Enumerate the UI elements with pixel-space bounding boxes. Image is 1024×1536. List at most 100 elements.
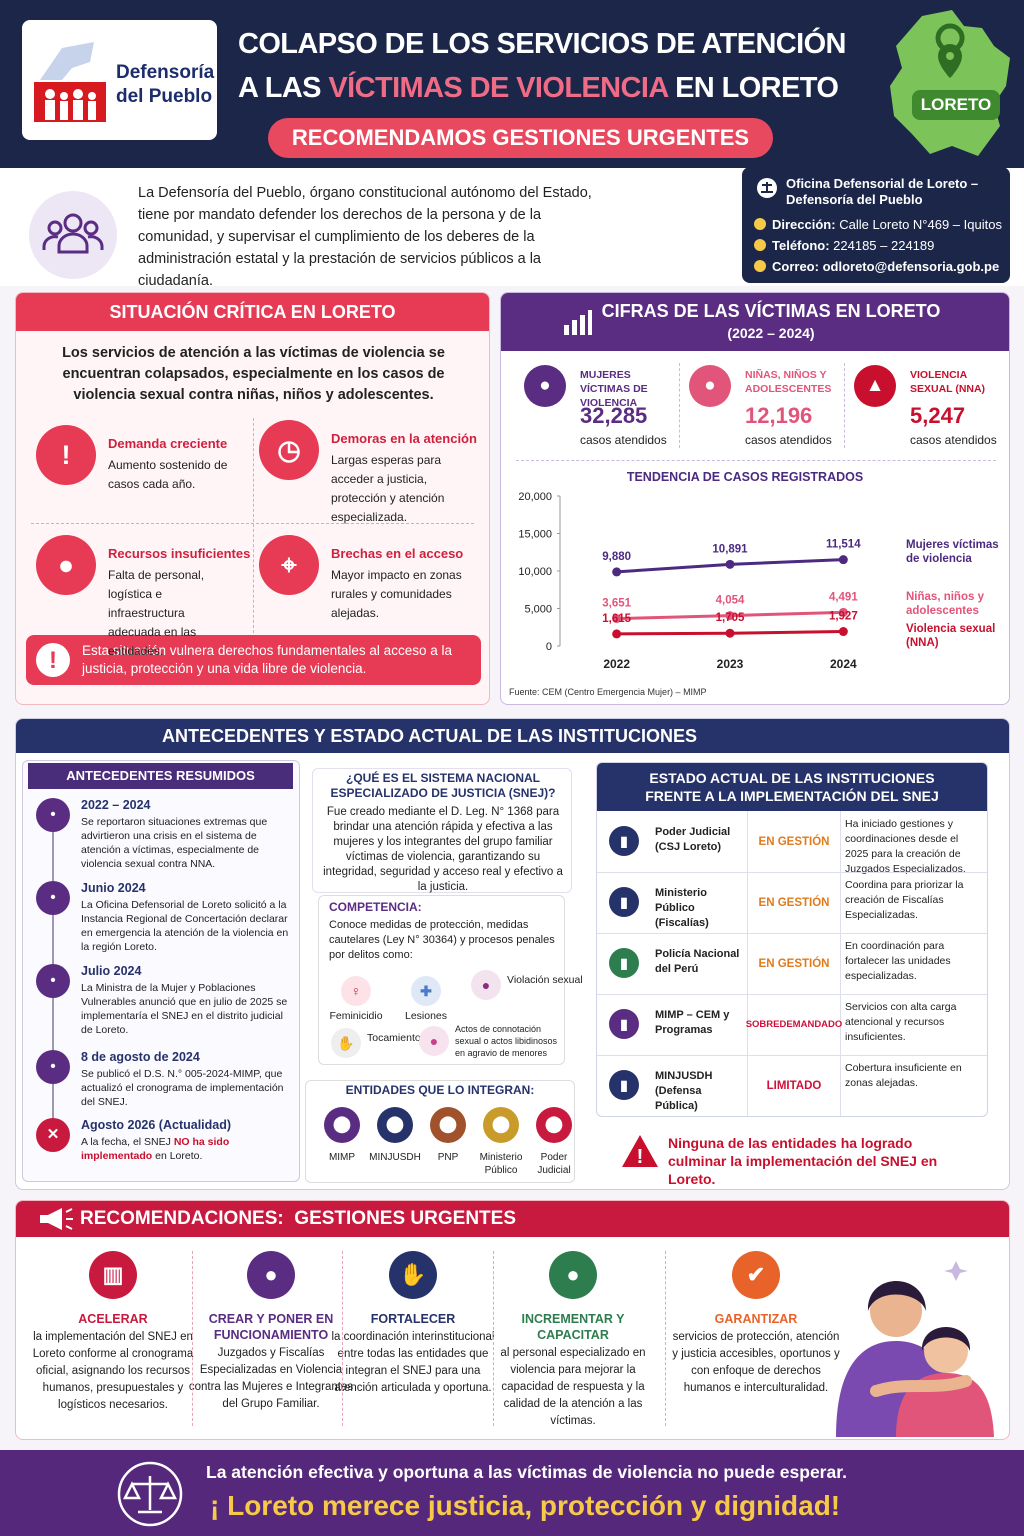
decoration <box>501 293 1009 351</box>
title-part: EN LORETO <box>675 72 839 104</box>
item-title: Recursos insuficientes <box>108 546 251 561</box>
data-point <box>612 567 622 577</box>
text: odloreto@defensoria.gob.pe <box>822 259 1000 274</box>
icon: ⬤ <box>536 1107 572 1143</box>
icon: ▲ <box>854 365 896 407</box>
stat-value: 5,247 <box>910 403 966 428</box>
rec-text: al personal especializado en violencia p… <box>500 1347 646 1427</box>
icon: ⌖ <box>259 535 319 595</box>
decoration <box>946 52 954 60</box>
decoration <box>516 460 996 461</box>
event-text: La Oficina Defensorial de Loreto solicit… <box>81 899 289 953</box>
item-title: Demoras en la atención <box>331 431 477 446</box>
critical-panel: SITUACIÓN CRÍTICA EN LORETO Los servicio… <box>15 292 490 705</box>
decoration <box>40 1208 62 1230</box>
rec-title: RECOMENDACIONES: GESTIONES URGENTES <box>80 1208 516 1229</box>
megaphone <box>40 1208 73 1230</box>
rec-text: la implementación del SNEJ en Loreto con… <box>32 1331 194 1411</box>
data-point <box>725 628 735 638</box>
decoration <box>890 10 1010 156</box>
entity-label: MIMP <box>328 1152 356 1163</box>
rec-title: INCREMENTAR Y CAPACITAR <box>521 1312 625 1342</box>
event-text-part: en Loreto. <box>155 1150 203 1162</box>
item-text: Largas esperas para acceder a justicia, … <box>331 453 445 524</box>
decoration <box>73 100 83 120</box>
item-title: Brechas en el acceso <box>331 546 464 561</box>
data-label: 10,891 <box>712 543 748 555</box>
decoration <box>36 643 70 677</box>
text: Teléfono: <box>772 238 830 253</box>
data-point <box>612 614 622 624</box>
decoration <box>938 44 962 78</box>
event-text: Se reportaron situaciones extremas que a… <box>81 816 268 870</box>
office-name: Oficina Defensorial de Loreto – Defensor… <box>786 176 979 207</box>
event-text: Se publicó el D.S. N.° 005-2024-MIMP, qu… <box>81 1068 284 1108</box>
illustration <box>836 1261 994 1437</box>
rec-item: CREAR Y PONER EN FUNCIONAMIENTO Juzgados … <box>186 1311 356 1413</box>
decoration <box>761 182 773 193</box>
decoration <box>622 1135 658 1167</box>
event-text: La Ministra de la Mujer y Poblaciones Vu… <box>81 982 288 1036</box>
y-tick-label: 15,000 <box>518 529 552 541</box>
figures-panel: CIFRAS DE LAS VÍCTIMAS EN LORETO (2022 –… <box>500 292 1010 705</box>
warning-text: Ninguna de las entidades ha logrado culm… <box>668 1135 938 1187</box>
icon: ▮ <box>609 887 639 917</box>
decoration <box>47 220 63 236</box>
divider <box>342 1251 343 1426</box>
divider <box>679 363 680 448</box>
row-divider <box>597 994 987 995</box>
institution: MINJUSDH (Defensa Pública) <box>655 1070 713 1112</box>
icon: ✔ <box>732 1251 780 1299</box>
decoration <box>564 325 569 335</box>
decoration <box>944 1261 968 1281</box>
rec-item: FORTALECER la coordinación interinstituci… <box>328 1311 498 1397</box>
decoration <box>870 1375 972 1397</box>
timeline-title: ANTECEDENTES RESUMIDOS <box>28 763 293 789</box>
decoration <box>42 235 59 250</box>
decoration <box>45 89 55 99</box>
icon: ● <box>247 1251 295 1299</box>
icon: ▮ <box>609 826 639 856</box>
decoration <box>40 42 94 80</box>
row-divider <box>597 1055 987 1056</box>
decoration: ! <box>36 643 70 677</box>
rec-item: INCREMENTAR Y CAPACITAR al personal espec… <box>488 1311 658 1430</box>
institution: Policía Nacional del Perú <box>655 948 740 975</box>
competence-text: Conoce medidas de protección, medidas ca… <box>329 919 555 961</box>
icon: ● <box>524 365 566 407</box>
data-label: 1,927 <box>829 611 858 623</box>
crime-label: Feminicidio <box>329 1010 383 1022</box>
stat-label: NIÑAS, NIÑOS Y ADOLESCENTES <box>745 369 832 395</box>
decoration <box>73 89 83 99</box>
data-label: 11,514 <box>826 539 861 551</box>
y-tick-label: 5,000 <box>524 604 552 616</box>
legend-entry: Mujeres víctimas de violencia <box>906 538 999 565</box>
icon: ▮ <box>609 1070 639 1100</box>
data-point <box>838 607 848 617</box>
decoration <box>63 213 83 233</box>
icon: ✚ <box>411 976 441 1006</box>
snej-text: Fue creado mediante el D. Leg. N° 1368 p… <box>323 806 563 893</box>
decoration <box>754 239 766 251</box>
row-divider <box>597 872 987 873</box>
icon: ⬤ <box>324 1107 360 1143</box>
icon: ✕ <box>36 1118 70 1152</box>
decoration: ! <box>637 1146 644 1168</box>
entity-label: MINJUSDH <box>369 1152 421 1163</box>
rec-text: servicios de protección, atención y just… <box>672 1331 840 1394</box>
icon: ● <box>689 365 731 407</box>
map-label: LORETO <box>912 90 1000 120</box>
decoration <box>88 92 96 100</box>
status: SOBREDEMANDADO <box>746 994 842 1055</box>
data-point <box>838 627 848 637</box>
icon: • <box>36 798 70 832</box>
event-date: Julio 2024 <box>81 964 142 978</box>
icon: ▥ <box>89 1251 137 1299</box>
x-tick-label: 2022 <box>603 657 630 671</box>
status-table: ESTADO ACTUAL DE LAS INSTITUCIONES FRENT… <box>596 762 988 1117</box>
decoration <box>87 235 104 250</box>
decoration <box>88 101 96 120</box>
crime-label: Violación sexual <box>507 974 583 986</box>
event-date: Agosto 2026 (Actualidad) <box>81 1118 232 1132</box>
